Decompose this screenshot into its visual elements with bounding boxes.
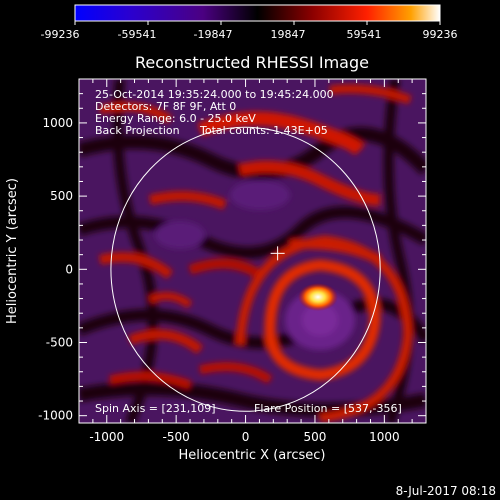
colorbar-tick-label: -59541: [118, 28, 157, 41]
y-tick-label: -500: [46, 335, 73, 349]
colorbar-ticks: [74, 21, 441, 25]
y-axis-label: Heliocentric Y (arcsec): [5, 178, 20, 324]
info-method: Back Projection: [95, 124, 180, 137]
colorbar-tick-label: 59541: [347, 28, 382, 41]
info-time-range: 25-Oct-2014 19:35:24.000 to 19:45:24.000: [95, 88, 334, 101]
x-tick-label: 500: [304, 430, 327, 444]
colorbar: [74, 4, 441, 22]
spin-axis-note: Spin Axis = [231,109]: [95, 402, 216, 415]
colorbar-tick-label: -19847: [194, 28, 233, 41]
y-tick-label: 0: [65, 262, 73, 276]
info-energy-range: Energy Range: 6.0 - 25.0 keV: [95, 112, 256, 125]
x-axis-label: Heliocentric X (arcsec): [179, 448, 326, 463]
colorbar-tick-label: 99236: [423, 28, 458, 41]
y-tick-label: 1000: [42, 116, 73, 130]
flare-position-note: Flare Position = [537,-356]: [254, 402, 402, 415]
plot-overlay: -1000 -500 0 500 1000 1000 500 0 -500 -1000: [38, 78, 427, 444]
info-detectors: Detectors: 7F 8F 9F, Att 0: [95, 100, 236, 113]
flare-source: [298, 283, 338, 311]
x-tick-label: -500: [163, 430, 190, 444]
x-tick-label: 1000: [369, 430, 400, 444]
colorbar-tick-label: -99236: [41, 28, 80, 41]
y-tick-label: 500: [50, 189, 73, 203]
x-tick-label: 0: [242, 430, 250, 444]
solar-limb-circle: [110, 126, 381, 412]
y-tick-label: -1000: [38, 409, 73, 423]
colorbar-tick-label: 19847: [271, 28, 306, 41]
info-total-counts: Total counts: 1.43E+05: [199, 124, 328, 137]
footer-date: 8-Jul-2017 08:18: [396, 484, 496, 498]
plot-frame: [78, 78, 427, 424]
figure-title: Reconstructed RHESSI Image: [135, 53, 369, 72]
x-tick-label: -1000: [89, 430, 124, 444]
